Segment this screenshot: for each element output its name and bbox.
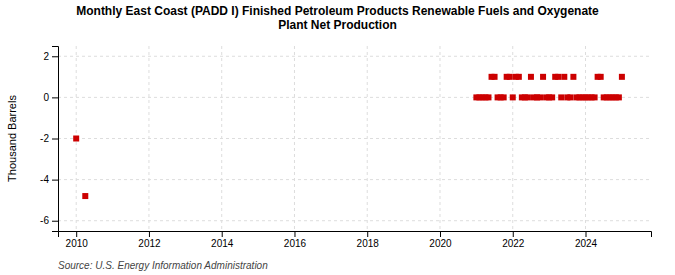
- x-tick-label: 2022: [502, 238, 525, 249]
- y-tick-mark: [52, 56, 58, 57]
- y-tick: -4: [40, 174, 58, 185]
- point: [82, 193, 88, 199]
- x-tick-label: 2010: [66, 238, 89, 249]
- grid-line-y: [58, 138, 651, 139]
- x-tick-mark: [513, 231, 514, 237]
- point: [485, 94, 491, 100]
- x-tick-label: 2018: [357, 238, 380, 249]
- y-tick: -6: [40, 215, 58, 226]
- point: [567, 94, 573, 100]
- y-axis-line: [52, 47, 59, 232]
- plot-area: 2010 2012 2014 2016 2018 2020 2022 2024 -6 -4 -2 0 2: [40, 46, 651, 249]
- grid: [58, 46, 651, 231]
- x-axis: 2010 2012 2014 2016 2018 2020 2022 2024: [59, 231, 652, 249]
- point: [507, 74, 513, 80]
- x-tick-mark: [586, 231, 587, 237]
- y-tick-label: -2: [40, 133, 49, 144]
- point: [510, 94, 516, 100]
- point: [598, 74, 604, 80]
- point: [537, 94, 543, 100]
- point: [570, 74, 576, 80]
- x-tick: 2012: [138, 231, 161, 249]
- x-tick: 2022: [502, 231, 525, 249]
- points: [73, 74, 625, 199]
- x-tick: 2010: [66, 231, 89, 249]
- x-tick-label: 2020: [429, 238, 452, 249]
- x-tick: 2016: [284, 231, 307, 249]
- point: [592, 94, 598, 100]
- point: [525, 94, 531, 100]
- title: Monthly East Coast (PADD I) Finished Pet…: [76, 4, 599, 32]
- chart: Monthly East Coast (PADD I) Finished Pet…: [0, 0, 675, 275]
- point: [555, 74, 561, 80]
- y-tick: -2: [40, 133, 58, 144]
- y-tick-mark: [52, 180, 58, 181]
- point: [492, 74, 498, 80]
- y-tick-mark: [52, 97, 58, 98]
- point: [516, 74, 522, 80]
- grid-line-x: [439, 46, 440, 231]
- grid-line-x: [512, 46, 513, 231]
- point: [616, 94, 622, 100]
- point: [619, 74, 625, 80]
- x-tick-mark: [440, 231, 441, 237]
- y-tick-label: 0: [43, 92, 49, 103]
- y-tick-mark: [52, 139, 58, 140]
- y-tick-label: -6: [40, 215, 49, 226]
- y-tick-mark: [52, 221, 58, 222]
- x-tick: 2018: [357, 231, 380, 249]
- annotation: Source: U.S. Energy Information Administ…: [58, 260, 268, 271]
- x-tick: 2024: [575, 231, 598, 249]
- x-tick-mark: [367, 231, 368, 237]
- grid-line-y: [58, 220, 651, 221]
- x-tick-mark: [76, 231, 77, 237]
- y-axis-title: Thousand Barrels: [6, 95, 18, 182]
- x-tick-label: 2012: [138, 238, 161, 249]
- x-axis-line: [59, 232, 652, 238]
- x-tick: 2020: [429, 231, 452, 249]
- x-tick-mark: [149, 231, 150, 237]
- y-tick: 0: [43, 92, 58, 103]
- grid-line-x: [585, 46, 586, 231]
- grid-line-y: [58, 56, 651, 57]
- point: [73, 136, 79, 142]
- point: [558, 94, 564, 100]
- point: [528, 74, 534, 80]
- grid-line-y: [58, 179, 651, 180]
- x-tick-mark: [222, 231, 223, 237]
- x-tick: 2014: [211, 231, 234, 249]
- y-tick-label: -4: [40, 174, 49, 185]
- x-tick-label: 2024: [575, 238, 598, 249]
- y-tick-label: 2: [43, 51, 49, 62]
- x-tick-mark: [294, 231, 295, 237]
- point: [540, 74, 546, 80]
- x-tick-label: 2016: [284, 238, 307, 249]
- y-axis: -6 -4 -2 0 2: [40, 47, 58, 232]
- point: [549, 94, 555, 100]
- point: [501, 94, 507, 100]
- y-tick: 2: [43, 51, 58, 62]
- point: [561, 74, 567, 80]
- x-tick-label: 2014: [211, 238, 234, 249]
